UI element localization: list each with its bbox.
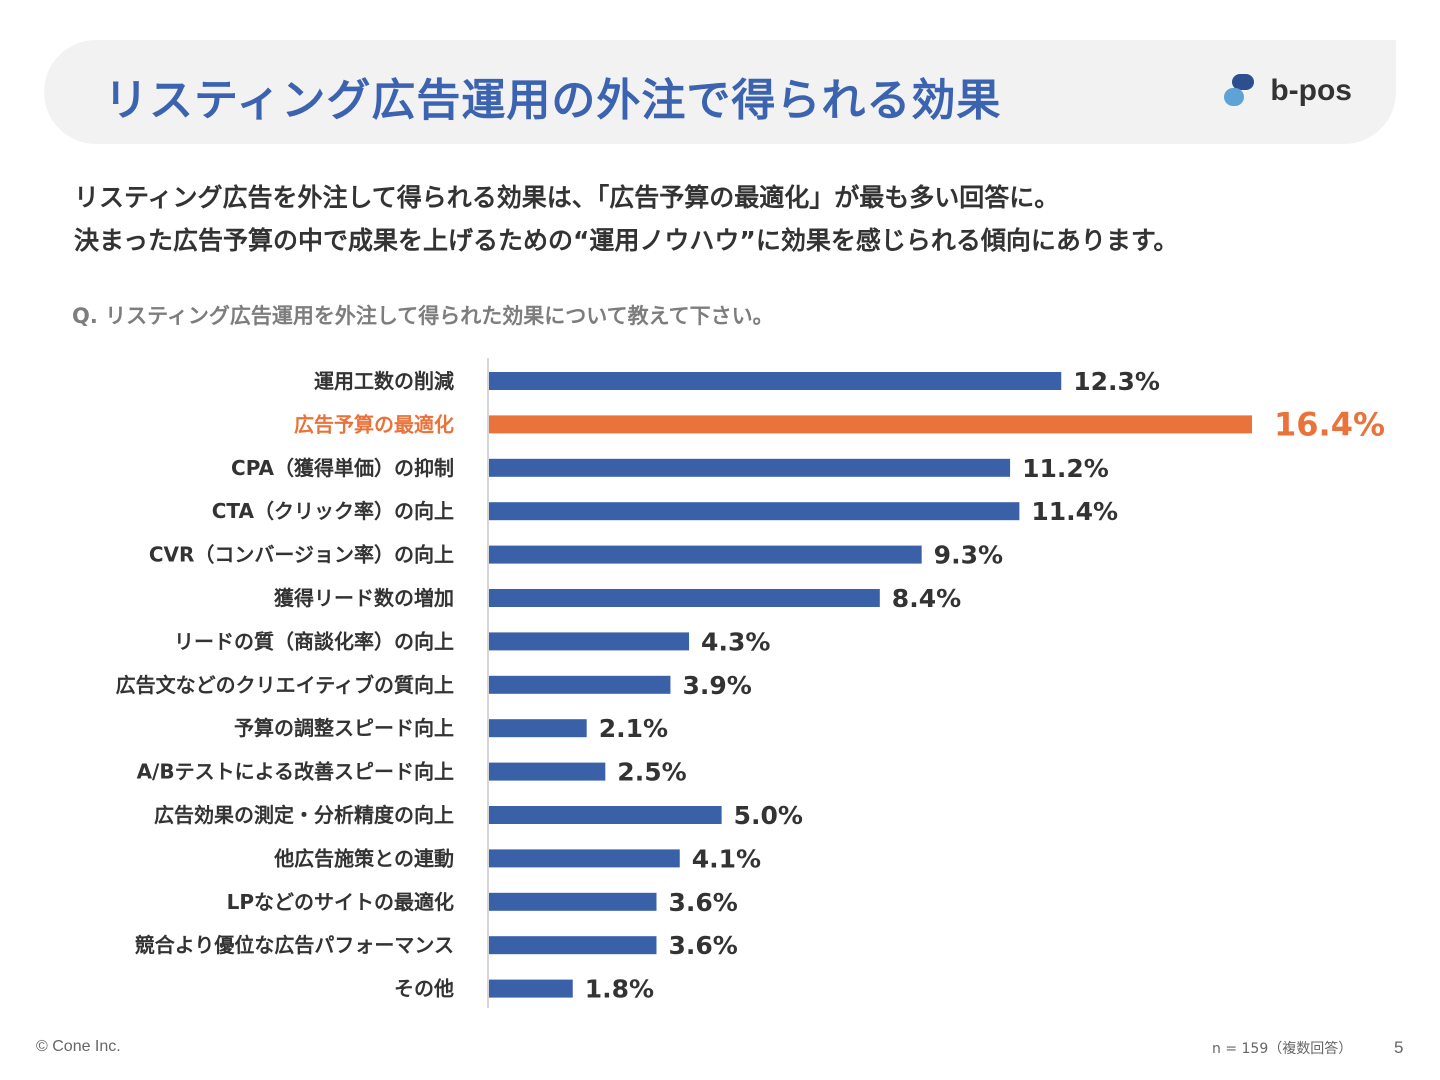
bar [489, 415, 1252, 434]
category-label: CTA（クリック率）の向上 [212, 499, 454, 523]
bar-chart: 運用工数の削減 12.3% 広告予算の最適化 16.4% CPA（獲得単価）の抑制 11.… [116, 358, 1385, 1008]
bar [489, 892, 657, 911]
value-label: 4.1% [692, 844, 761, 873]
bar [489, 762, 606, 781]
bar [489, 502, 1020, 521]
category-label: A/Bテストによる改善スピード向上 [137, 760, 454, 784]
category-label: 広告文などのクリエイティブの質向上 [116, 673, 454, 697]
bar [489, 675, 671, 694]
bar [489, 979, 573, 998]
value-label: 3.6% [668, 931, 737, 960]
value-label: 2.5% [617, 758, 686, 787]
category-label: 他広告施策との連動 [273, 846, 454, 870]
value-label: 3.6% [668, 888, 737, 917]
lead-line-2: 決まった広告予算の中で成果を上げるための“運用ノウハウ”に効果を感じられる傾向に… [74, 226, 1179, 255]
category-label: CPA（獲得単価）の抑制 [231, 456, 454, 480]
title-banner: リスティング広告運用の外注で得られる効果 b-pos [44, 40, 1396, 144]
category-label: 広告予算の最適化 [294, 412, 454, 436]
value-label: 8.4% [892, 584, 961, 613]
category-label: その他 [394, 977, 454, 1001]
bar [489, 719, 587, 738]
value-label: 11.4% [1031, 497, 1118, 526]
sample-size-note: n = 159（複数回答） [1212, 1041, 1353, 1057]
bar [489, 458, 1011, 477]
logo-text: b-pos [1270, 74, 1352, 107]
bar [489, 632, 690, 651]
page-title: リスティング広告運用の外注で得られる効果 [104, 75, 1002, 126]
page-number: 5 [1394, 1038, 1404, 1057]
value-label: 12.3% [1073, 367, 1160, 396]
value-label: 3.9% [682, 671, 751, 700]
copyright: © Cone Inc. [36, 1038, 121, 1055]
value-label: 4.3% [701, 627, 770, 656]
value-label: 16.4% [1274, 405, 1385, 443]
value-label: 1.8% [585, 975, 654, 1004]
category-label: リードの質（商談化率）の向上 [174, 629, 454, 653]
lead-line-1: リスティング広告を外注して得られる効果は、「広告予算の最適化」が最も多い回答に。 [74, 183, 1060, 212]
value-label: 5.0% [734, 801, 803, 830]
value-label: 11.2% [1022, 454, 1109, 483]
bar [489, 545, 922, 564]
category-label: 予算の調整スピード向上 [234, 716, 454, 740]
value-label: 2.1% [599, 714, 668, 743]
brand-logo: b-pos [1224, 74, 1352, 108]
bar [489, 806, 722, 824]
category-label: 競合より優位な広告パフォーマンス [135, 933, 454, 957]
bar [489, 372, 1062, 390]
category-label: CVR（コンバージョン率）の向上 [149, 543, 454, 567]
category-label: 獲得リード数の増加 [274, 586, 454, 610]
category-label: 運用工数の削減 [314, 369, 454, 393]
bar [489, 849, 680, 868]
survey-question: Q. リスティング広告運用を外注して得られた効果について教えて下さい。 [72, 304, 774, 328]
bar [489, 589, 880, 607]
bar [489, 936, 657, 955]
category-label: LPなどのサイトの最適化 [227, 890, 454, 914]
value-label: 9.3% [934, 541, 1003, 570]
logo-mark-icon [1224, 74, 1256, 108]
category-label: 広告効果の測定・分析精度の向上 [154, 803, 454, 827]
lead-text: リスティング広告を外注して得られる効果は、「広告予算の最適化」が最も多い回答に。… [74, 176, 1374, 262]
